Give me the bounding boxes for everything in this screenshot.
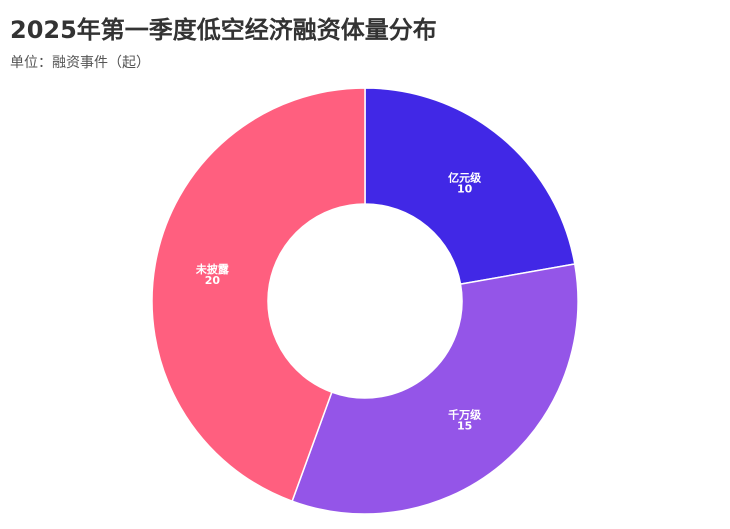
slice-value: 20 bbox=[205, 274, 221, 287]
donut-slice bbox=[364, 87, 576, 286]
slice-label: 未披露 bbox=[195, 262, 230, 276]
chart-title: 2025年第一季度低空经济融资体量分布 bbox=[10, 16, 437, 44]
slice-value: 15 bbox=[457, 420, 472, 433]
slice-label: 亿元级 bbox=[448, 170, 482, 184]
slice-label: 千万级 bbox=[448, 408, 482, 422]
slice-value: 10 bbox=[457, 182, 473, 195]
donut-slice bbox=[291, 263, 579, 515]
donut-slice bbox=[151, 87, 366, 503]
chart-subtitle: 单位：融资事件（起） bbox=[10, 55, 150, 71]
